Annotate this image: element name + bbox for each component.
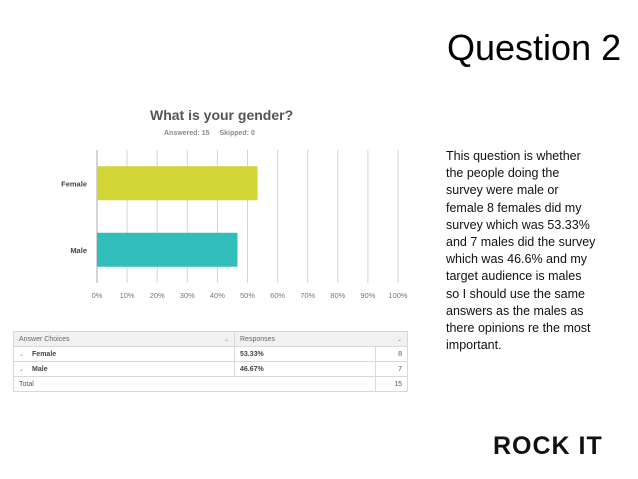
x-tick-label: 40% [210,291,225,300]
sort-chevron-icon[interactable]: ⌄ [396,336,402,343]
answered-count: Answered: 15 [164,130,210,137]
x-tick-label: 100% [388,291,408,300]
x-tick-label: 10% [120,291,135,300]
table-row: ⌄ Female 53.33% 8 [13,346,408,362]
x-tick-label: 50% [240,291,255,300]
row-count: 7 [375,361,408,377]
x-tick-label: 90% [360,291,375,300]
slide-title: Question 2 [447,27,622,68]
row-label: Male [32,365,48,373]
category-label: Male [70,246,87,255]
total-label: Total [13,376,376,392]
header-answer-choices[interactable]: Answer Choices ⌄ [13,331,235,347]
x-tick-label: 60% [270,291,285,300]
answer-table: Answer Choices ⌄ Responses ⌄ ⌄ Female 53.33… [13,331,408,392]
row-percent: 46.67% [234,361,376,377]
table-total-row: Total 15 [13,376,408,392]
bar-female [97,166,258,201]
row-label: Female [32,350,57,358]
survey-meta: Answered: 15 Skipped: 0 [164,130,263,137]
survey-question-title: What is your gender? [150,107,294,123]
total-count: 15 [375,376,408,392]
x-tick-label: 80% [330,291,345,300]
category-label: Female [61,179,87,188]
rock-it-logo: ROCK IT [493,432,603,460]
header-responses[interactable]: Responses ⌄ [234,331,408,347]
bar-male [97,232,238,267]
row-count: 8 [375,346,408,362]
slide-description: This question is whether the people doin… [446,149,596,353]
expand-chevron-icon[interactable]: ⌄ [19,351,25,358]
skipped-count: Skipped: 0 [219,130,255,137]
x-tick-label: 20% [150,291,165,300]
x-tick-label: 0% [92,291,103,300]
sort-chevron-icon[interactable]: ⌄ [223,336,229,343]
table-row: ⌄ Male 46.67% 7 [13,361,408,377]
row-percent: 53.33% [234,346,376,362]
x-tick-label: 30% [180,291,195,300]
table-header-row: Answer Choices ⌄ Responses ⌄ [13,331,408,347]
expand-chevron-icon[interactable]: ⌄ [19,366,25,373]
x-tick-label: 70% [300,291,315,300]
